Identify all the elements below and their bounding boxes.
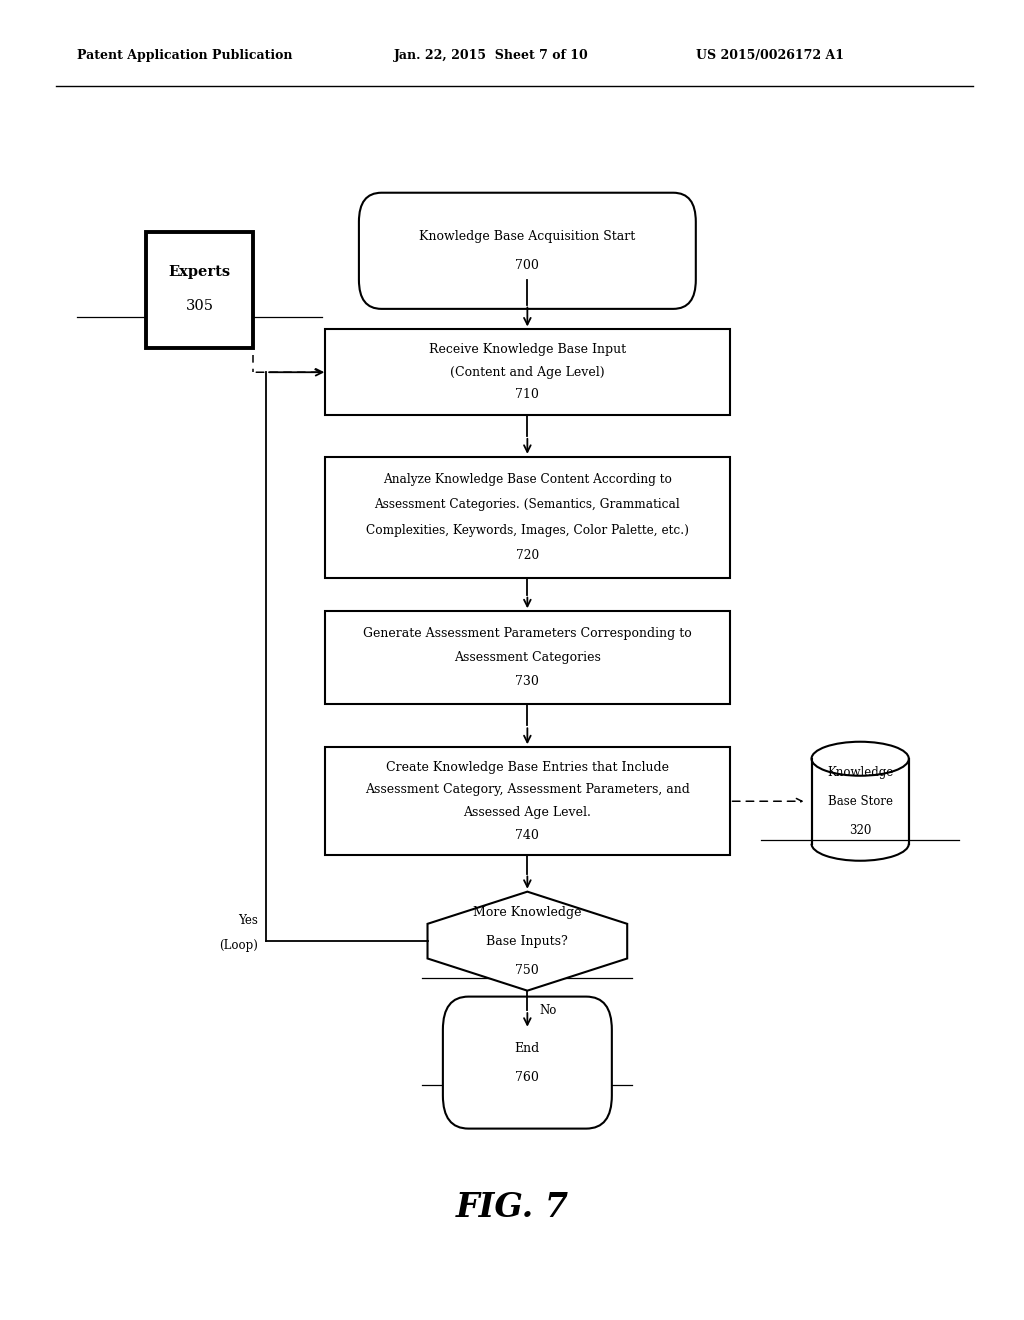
Text: 710: 710: [515, 388, 540, 401]
Text: Analyze Knowledge Base Content According to: Analyze Knowledge Base Content According…: [383, 473, 672, 486]
Bar: [326, 330, 729, 414]
Text: End: End: [515, 1041, 540, 1055]
Text: Assessment Categories: Assessment Categories: [454, 651, 601, 664]
Text: Patent Application Publication: Patent Application Publication: [77, 49, 292, 62]
Bar: [326, 611, 729, 704]
Text: 700: 700: [515, 259, 540, 272]
Text: Receive Knowledge Base Input: Receive Knowledge Base Input: [429, 343, 626, 356]
Ellipse shape: [811, 742, 909, 776]
FancyBboxPatch shape: [442, 997, 612, 1129]
Text: FIG. 7: FIG. 7: [456, 1191, 568, 1225]
Bar: [326, 457, 729, 578]
Text: Knowledge Base Acquisition Start: Knowledge Base Acquisition Start: [419, 230, 636, 243]
Text: 320: 320: [849, 824, 871, 837]
Polygon shape: [428, 892, 627, 990]
Text: Base Store: Base Store: [827, 795, 893, 808]
Text: Complexities, Keywords, Images, Color Palette, etc.): Complexities, Keywords, Images, Color Pa…: [366, 524, 689, 537]
Text: 305: 305: [185, 300, 214, 313]
Text: 740: 740: [515, 829, 540, 842]
Text: (Content and Age Level): (Content and Age Level): [450, 366, 605, 379]
Text: 720: 720: [516, 549, 539, 562]
Text: More Knowledge: More Knowledge: [473, 906, 582, 919]
Text: 730: 730: [515, 675, 540, 688]
Text: Generate Assessment Parameters Corresponding to: Generate Assessment Parameters Correspon…: [362, 627, 692, 640]
Bar: [811, 759, 909, 843]
Text: Base Inputs?: Base Inputs?: [486, 935, 568, 948]
Text: Assessed Age Level.: Assessed Age Level.: [464, 807, 591, 818]
Text: Create Knowledge Base Entries that Include: Create Knowledge Base Entries that Inclu…: [386, 760, 669, 774]
Text: US 2015/0026172 A1: US 2015/0026172 A1: [696, 49, 845, 62]
FancyBboxPatch shape: [359, 193, 696, 309]
Text: Experts: Experts: [169, 265, 230, 279]
Text: Yes: Yes: [239, 913, 258, 927]
Text: 750: 750: [515, 964, 540, 977]
Text: Knowledge: Knowledge: [827, 766, 893, 779]
Bar: [146, 232, 254, 348]
Text: (Loop): (Loop): [219, 939, 258, 952]
Text: 760: 760: [515, 1071, 540, 1084]
Text: Jan. 22, 2015  Sheet 7 of 10: Jan. 22, 2015 Sheet 7 of 10: [394, 49, 589, 62]
Text: No: No: [540, 1003, 557, 1016]
Text: Assessment Categories. (Semantics, Grammatical: Assessment Categories. (Semantics, Gramm…: [375, 498, 680, 511]
Text: Assessment Category, Assessment Parameters, and: Assessment Category, Assessment Paramete…: [365, 784, 690, 796]
Bar: [326, 747, 729, 855]
